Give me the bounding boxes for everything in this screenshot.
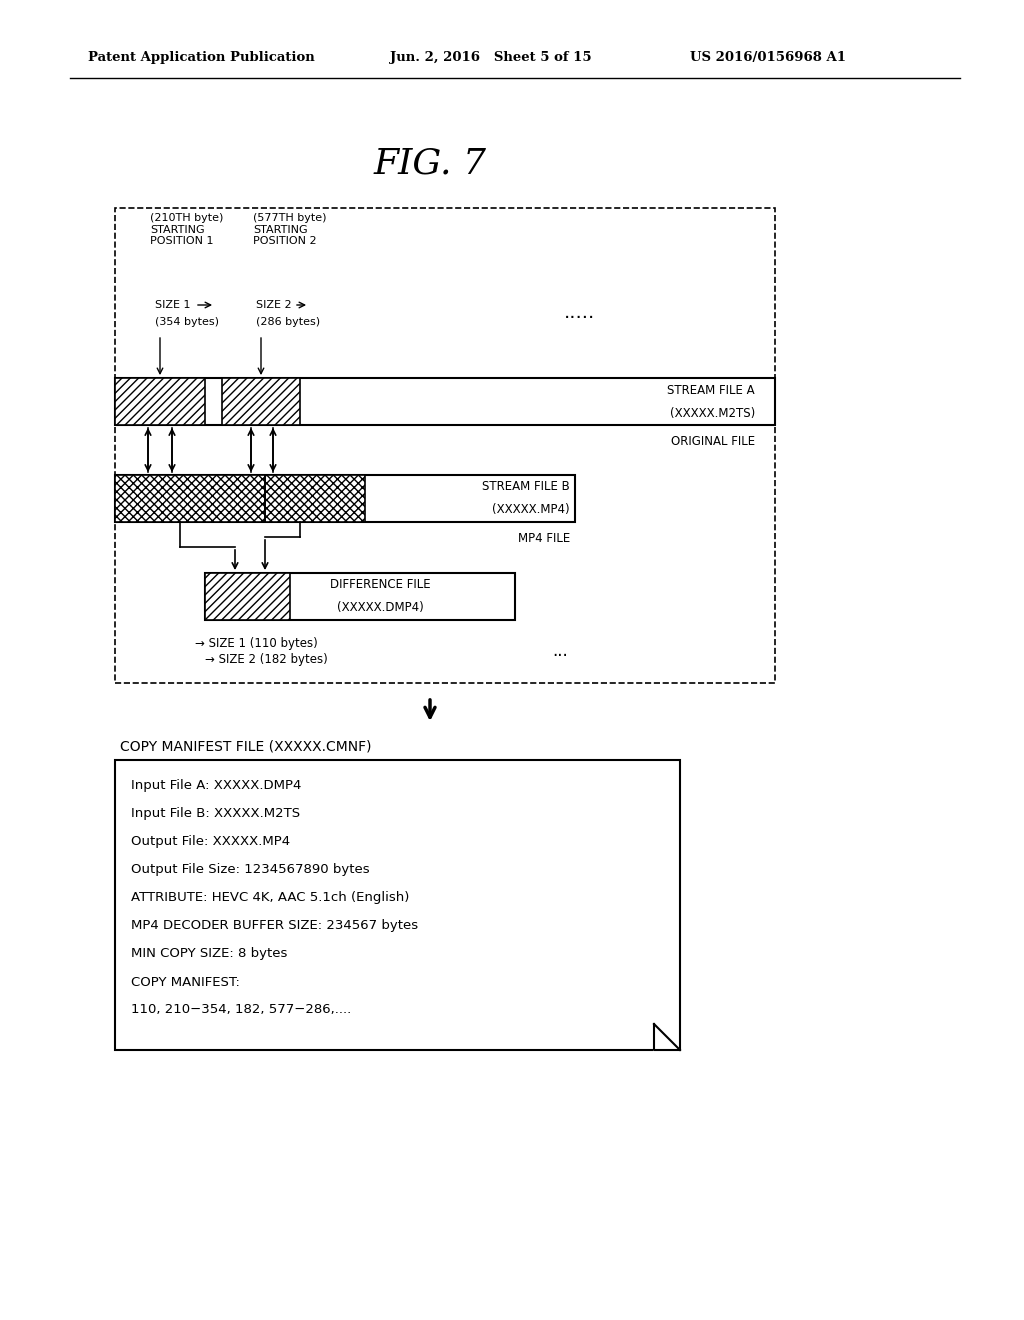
Text: MIN COPY SIZE: 8 bytes: MIN COPY SIZE: 8 bytes xyxy=(131,948,288,961)
Text: STREAM FILE B: STREAM FILE B xyxy=(482,480,570,494)
Text: Output File: XXXXX.MP4: Output File: XXXXX.MP4 xyxy=(131,836,290,849)
Text: MP4 DECODER BUFFER SIZE: 234567 bytes: MP4 DECODER BUFFER SIZE: 234567 bytes xyxy=(131,920,418,932)
Text: ORIGINAL FILE: ORIGINAL FILE xyxy=(671,436,755,447)
Text: FIG. 7: FIG. 7 xyxy=(374,147,486,180)
Text: Input File B: XXXXX.M2TS: Input File B: XXXXX.M2TS xyxy=(131,808,300,821)
Text: STREAM FILE A: STREAM FILE A xyxy=(668,384,755,396)
Text: Output File Size: 1234567890 bytes: Output File Size: 1234567890 bytes xyxy=(131,863,370,876)
Bar xyxy=(115,378,775,425)
Bar xyxy=(115,209,775,682)
Text: (210TH byte)
STARTING
POSITION 1: (210TH byte) STARTING POSITION 1 xyxy=(150,213,223,247)
Text: US 2016/0156968 A1: US 2016/0156968 A1 xyxy=(690,51,846,65)
Text: Patent Application Publication: Patent Application Publication xyxy=(88,51,314,65)
Bar xyxy=(265,475,365,521)
Bar xyxy=(205,573,515,620)
Text: COPY MANIFEST FILE (XXXXX.CMNF): COPY MANIFEST FILE (XXXXX.CMNF) xyxy=(120,739,372,752)
Bar xyxy=(222,378,300,425)
Text: (XXXXX.MP4): (XXXXX.MP4) xyxy=(493,503,570,516)
Text: (XXXXX.DMP4): (XXXXX.DMP4) xyxy=(337,602,423,615)
Text: → SIZE 2 (182 bytes): → SIZE 2 (182 bytes) xyxy=(205,653,328,667)
Bar xyxy=(265,475,365,521)
Bar xyxy=(205,573,290,620)
Text: SIZE 1: SIZE 1 xyxy=(155,300,190,310)
Text: 110, 210−354, 182, 577−286,....: 110, 210−354, 182, 577−286,.... xyxy=(131,1003,351,1016)
Text: MP4 FILE: MP4 FILE xyxy=(518,532,570,545)
Bar xyxy=(115,475,575,521)
Text: .....: ..... xyxy=(564,304,596,322)
Polygon shape xyxy=(654,1024,680,1049)
Text: (286 bytes): (286 bytes) xyxy=(256,317,321,327)
Bar xyxy=(222,378,300,425)
Text: COPY MANIFEST:: COPY MANIFEST: xyxy=(131,975,240,989)
Text: Jun. 2, 2016   Sheet 5 of 15: Jun. 2, 2016 Sheet 5 of 15 xyxy=(390,51,592,65)
Bar xyxy=(115,378,205,425)
Text: ...: ... xyxy=(552,642,568,660)
Text: (577TH byte)
STARTING
POSITION 2: (577TH byte) STARTING POSITION 2 xyxy=(253,213,327,247)
Text: (354 bytes): (354 bytes) xyxy=(155,317,219,327)
Bar xyxy=(115,475,265,521)
Text: SIZE 2: SIZE 2 xyxy=(256,300,292,310)
Bar xyxy=(115,378,205,425)
Text: ATTRIBUTE: HEVC 4K, AAC 5.1ch (English): ATTRIBUTE: HEVC 4K, AAC 5.1ch (English) xyxy=(131,891,410,904)
Bar xyxy=(115,475,265,521)
Text: → SIZE 1 (110 bytes): → SIZE 1 (110 bytes) xyxy=(195,636,317,649)
Bar xyxy=(205,573,290,620)
Text: (XXXXX.M2TS): (XXXXX.M2TS) xyxy=(670,407,755,420)
Text: Input File A: XXXXX.DMP4: Input File A: XXXXX.DMP4 xyxy=(131,780,301,792)
Text: DIFFERENCE FILE: DIFFERENCE FILE xyxy=(330,578,430,591)
Bar xyxy=(115,760,680,1049)
